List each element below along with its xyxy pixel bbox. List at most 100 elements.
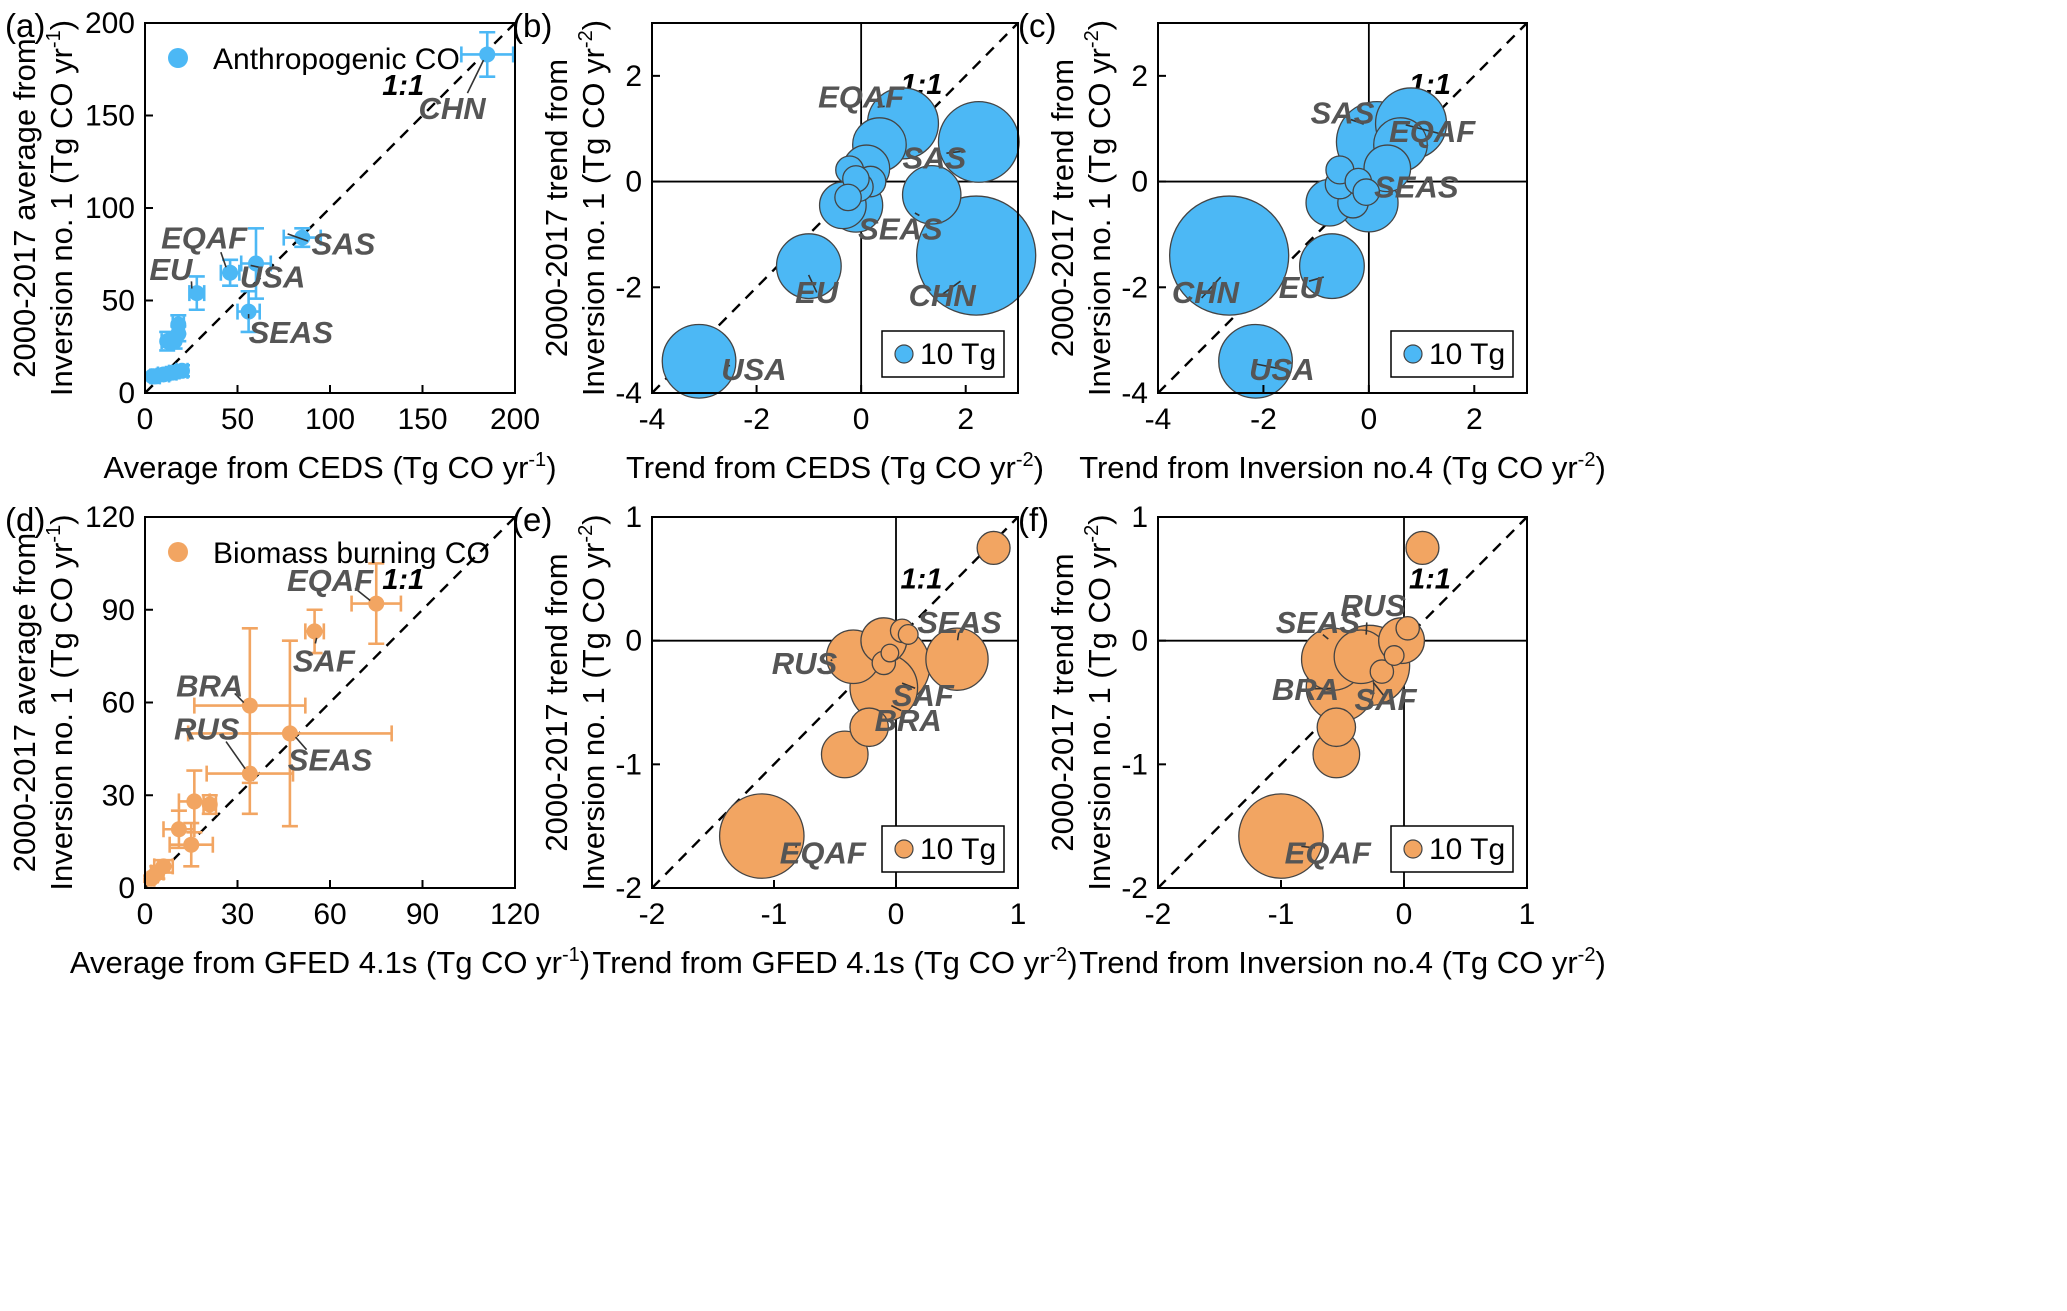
- region-label-rus: RUS: [1341, 588, 1407, 623]
- label-leader-line: [1201, 276, 1222, 299]
- label-leader-line: [1405, 124, 1440, 135]
- x-axis-label: Trend from CEDS (Tg CO yr-2): [626, 449, 1044, 485]
- y-tick-label: -2: [615, 271, 642, 304]
- x-tick-label: 50: [221, 403, 254, 436]
- region-label-saf: SAF: [1355, 682, 1418, 717]
- region-label-sas: SAS: [1311, 95, 1375, 130]
- region-label-seas: SEAS: [1276, 605, 1361, 640]
- label-leader-line: [287, 233, 309, 242]
- data-point-sas: [294, 229, 311, 246]
- data-point: [976, 530, 1011, 566]
- legend-marker: [168, 48, 188, 68]
- y-axis-label-text: Inversion no. 1 (Tg CO yr: [1082, 48, 1117, 396]
- y-axis-label-line2: Inversion no. 1 (Tg CO yr-1): [43, 514, 79, 890]
- data-point: [183, 836, 200, 853]
- x-axis-label-close: ): [1595, 945, 1605, 980]
- legend-marker: [894, 839, 914, 859]
- data-point-eqaf: [718, 793, 805, 879]
- data-point-eu: [1298, 233, 1365, 300]
- x-tick-label: -1: [761, 898, 788, 931]
- y-axis-label-exponent: -2: [575, 30, 597, 48]
- y-tick-label: 1: [1131, 501, 1148, 534]
- data-point-rus: [241, 765, 258, 782]
- x-axis-label-close: ): [1034, 450, 1044, 485]
- label-leader-line: [890, 704, 902, 712]
- x-tick-label: 200: [490, 403, 540, 436]
- data-point: [1316, 707, 1357, 748]
- data-point: [1369, 659, 1395, 684]
- y-tick-label: -2: [1121, 872, 1148, 905]
- data-point: [1352, 178, 1381, 206]
- data-point: [897, 623, 919, 645]
- y-tick-label: 2: [1131, 60, 1148, 93]
- y-axis-label-line1: 2000-2017 average from: [7, 38, 42, 378]
- region-label-chn: CHN: [909, 278, 977, 313]
- panel-letter: (e): [512, 501, 552, 538]
- y-axis-label-line1: 2000-2017 trend from: [539, 59, 574, 357]
- label-leader-line: [830, 659, 833, 662]
- y-axis-label-text: Inversion no. 1 (Tg CO yr: [44, 543, 79, 891]
- label-leader-line: [234, 692, 245, 704]
- x-axis-label-close: ): [1595, 450, 1605, 485]
- legend-text: 10 Tg: [920, 833, 996, 866]
- label-leader-line: [314, 637, 318, 644]
- one-to-one-line: [651, 516, 1019, 889]
- data-point-usa: [1218, 323, 1293, 399]
- region-label-saf: SAF: [892, 678, 955, 713]
- data-point: [834, 183, 862, 212]
- y-tick-label: -2: [1121, 271, 1148, 304]
- x-axis-label-text: Trend from Inversion no.4 (Tg CO yr: [1079, 945, 1577, 980]
- data-point-seas: [281, 725, 298, 742]
- y-tick-label: -1: [1121, 748, 1148, 781]
- y-tick-label: -4: [1121, 377, 1148, 410]
- data-point: [170, 821, 187, 838]
- one-to-one-label: 1:1: [382, 564, 424, 596]
- x-axis-label: Average from GFED 4.1s (Tg CO yr-1): [70, 944, 590, 980]
- data-point: [849, 707, 889, 748]
- y-tick-label: -1: [615, 748, 642, 781]
- legend-text: 10 Tg: [1429, 833, 1505, 866]
- x-tick-label: 0: [888, 898, 905, 931]
- legend-marker: [168, 542, 188, 562]
- region-label-sas: SAS: [312, 226, 376, 261]
- y-tick-label: 30: [102, 779, 135, 812]
- x-tick-label: 0: [137, 898, 154, 931]
- y-axis-label-close: ): [44, 514, 79, 524]
- panel-letter: (c): [1018, 7, 1056, 44]
- x-axis-label-text: Trend from Inversion no.4 (Tg CO yr: [1079, 450, 1577, 485]
- y-tick-label: 120: [85, 501, 135, 534]
- data-point-seas: [901, 164, 962, 225]
- y-axis-label-close: ): [44, 20, 79, 30]
- one-to-one-label: 1:1: [900, 563, 942, 595]
- data-point-chn: [479, 46, 496, 63]
- x-tick-label: -4: [639, 403, 666, 436]
- x-axis-label-text: Average from GFED 4.1s (Tg CO yr: [70, 945, 562, 980]
- y-tick-label: 50: [102, 285, 135, 318]
- y-axis-label-exponent: -2: [575, 525, 597, 543]
- region-label-usa: USA: [1249, 352, 1314, 387]
- data-point-sas: [937, 100, 1020, 183]
- region-label-usa: USA: [721, 352, 786, 387]
- region-label-eu: EU: [795, 275, 840, 310]
- x-axis-label: Average from CEDS (Tg CO yr-1): [103, 449, 556, 485]
- x-axis-label: Trend from GFED 4.1s (Tg CO yr-2): [592, 944, 1077, 980]
- x-tick-label: 90: [406, 898, 439, 931]
- plot-frame: [1157, 22, 1528, 394]
- region-label-chn: CHN: [1172, 275, 1240, 310]
- plot-frame: [651, 516, 1019, 889]
- label-leader-line: [1254, 363, 1286, 371]
- y-tick-label: 150: [85, 100, 135, 133]
- label-leader-line: [1308, 276, 1324, 282]
- data-point-eqaf: [222, 264, 239, 281]
- region-label-eqaf: EQAF: [1285, 835, 1372, 870]
- x-tick-label: 1: [1010, 898, 1027, 931]
- y-axis-label-text: Inversion no. 1 (Tg CO yr: [576, 48, 611, 396]
- region-label-sas: SAS: [902, 140, 966, 175]
- label-leader-line: [1350, 118, 1364, 125]
- data-point: [144, 368, 161, 385]
- y-tick-label: 100: [85, 192, 135, 225]
- data-point: [1363, 144, 1412, 193]
